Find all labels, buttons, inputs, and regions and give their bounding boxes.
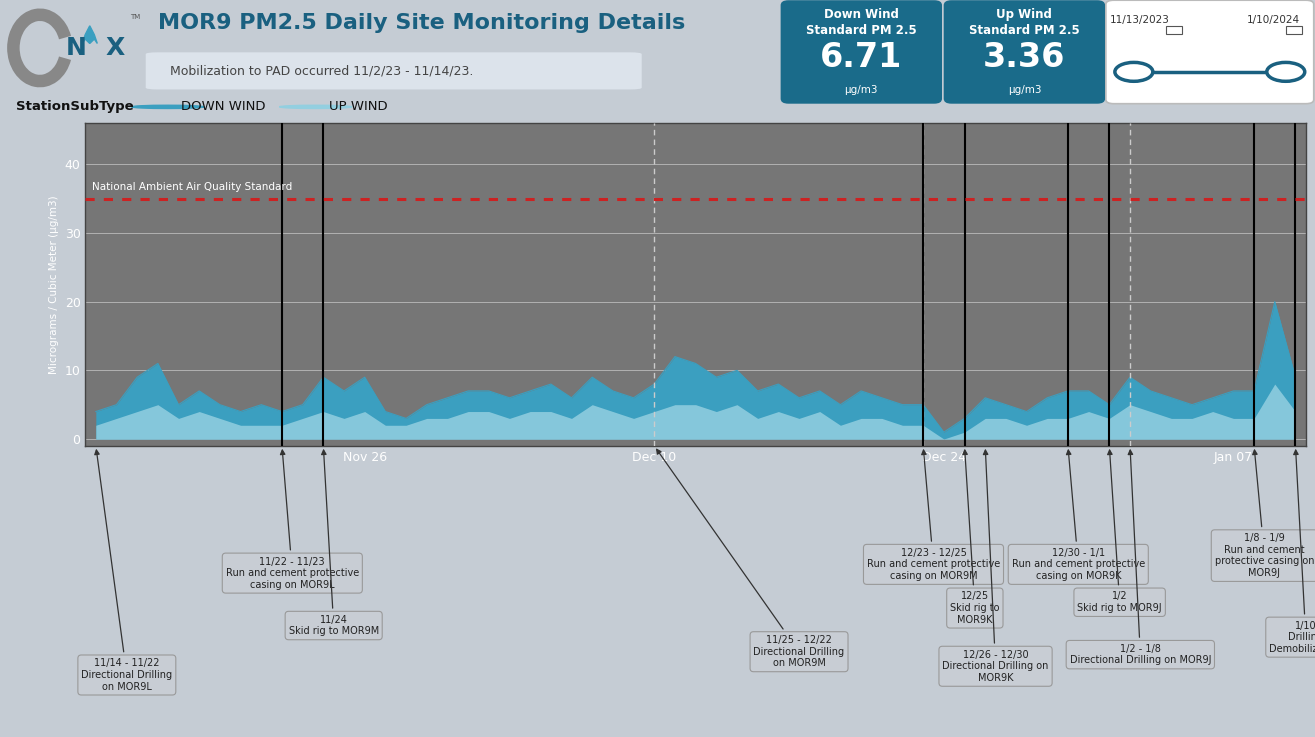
Text: N: N bbox=[66, 36, 87, 60]
Text: 12/30 - 1/1
Run and cement protective
casing on MOR9K: 12/30 - 1/1 Run and cement protective ca… bbox=[1011, 450, 1145, 581]
Text: Down Wind: Down Wind bbox=[825, 7, 898, 21]
Text: National Ambient Air Quality Standard: National Ambient Air Quality Standard bbox=[92, 182, 292, 192]
Text: DOWN WIND: DOWN WIND bbox=[180, 100, 266, 113]
Circle shape bbox=[279, 105, 352, 108]
Text: 11/25 - 12/22
Directional Drilling
on MOR9M: 11/25 - 12/22 Directional Drilling on MO… bbox=[656, 450, 844, 668]
Text: StationSubType: StationSubType bbox=[16, 100, 134, 113]
Text: 1/2
Skid rig to MOR9J: 1/2 Skid rig to MOR9J bbox=[1077, 450, 1162, 613]
Text: Standard PM 2.5: Standard PM 2.5 bbox=[806, 24, 917, 37]
Text: X: X bbox=[105, 36, 125, 60]
Text: 6.71: 6.71 bbox=[821, 41, 902, 74]
Text: 12/25
Skid rig to
MOR9K: 12/25 Skid rig to MOR9K bbox=[951, 450, 999, 625]
Text: 11/13/2023: 11/13/2023 bbox=[1110, 15, 1170, 25]
Text: 11/14 - 11/22
Directional Drilling
on MOR9L: 11/14 - 11/22 Directional Drilling on MO… bbox=[82, 450, 172, 691]
Text: 12/23 - 12/25
Run and cement protective
casing on MOR9M: 12/23 - 12/25 Run and cement protective … bbox=[867, 450, 1001, 581]
FancyBboxPatch shape bbox=[944, 0, 1105, 104]
Text: μg/m3: μg/m3 bbox=[1007, 85, 1041, 95]
Text: MOR9 PM2.5 Daily Site Monitoring Details: MOR9 PM2.5 Daily Site Monitoring Details bbox=[158, 13, 685, 33]
Text: TM: TM bbox=[130, 14, 141, 20]
Circle shape bbox=[132, 105, 204, 108]
Text: UP WIND: UP WIND bbox=[329, 100, 388, 113]
Text: 1/10
Drilling
Demobilization: 1/10 Drilling Demobilization bbox=[1269, 450, 1315, 654]
Text: Up Wind: Up Wind bbox=[997, 7, 1052, 21]
Text: Standard PM 2.5: Standard PM 2.5 bbox=[969, 24, 1080, 37]
Text: Mobilization to PAD occurred 11/2/23 - 11/14/23.: Mobilization to PAD occurred 11/2/23 - 1… bbox=[170, 64, 473, 77]
Circle shape bbox=[1115, 63, 1153, 81]
Circle shape bbox=[1266, 63, 1304, 81]
FancyBboxPatch shape bbox=[781, 0, 942, 104]
Text: 11/22 - 11/23
Run and cement protective
casing on MOR9L: 11/22 - 11/23 Run and cement protective … bbox=[226, 450, 359, 590]
Text: 12/26 - 12/30
Directional Drilling on
MOR9K: 12/26 - 12/30 Directional Drilling on MO… bbox=[943, 450, 1049, 683]
Polygon shape bbox=[82, 26, 97, 43]
Text: 1/8 - 1/9
Run and cement
protective casing on
MOR9J: 1/8 - 1/9 Run and cement protective casi… bbox=[1215, 450, 1314, 578]
Text: 11/24
Skid rig to MOR9M: 11/24 Skid rig to MOR9M bbox=[288, 450, 379, 636]
Y-axis label: Micrograms / Cubic Meter (μg/m3): Micrograms / Cubic Meter (μg/m3) bbox=[49, 195, 59, 374]
FancyBboxPatch shape bbox=[146, 52, 642, 89]
Text: 3.36: 3.36 bbox=[984, 41, 1065, 74]
Text: μg/m3: μg/m3 bbox=[844, 85, 878, 95]
Text: 1/10/2024: 1/10/2024 bbox=[1247, 15, 1301, 25]
FancyBboxPatch shape bbox=[1106, 0, 1314, 104]
Text: 1/2 - 1/8
Directional Drilling on MOR9J: 1/2 - 1/8 Directional Drilling on MOR9J bbox=[1069, 450, 1211, 666]
